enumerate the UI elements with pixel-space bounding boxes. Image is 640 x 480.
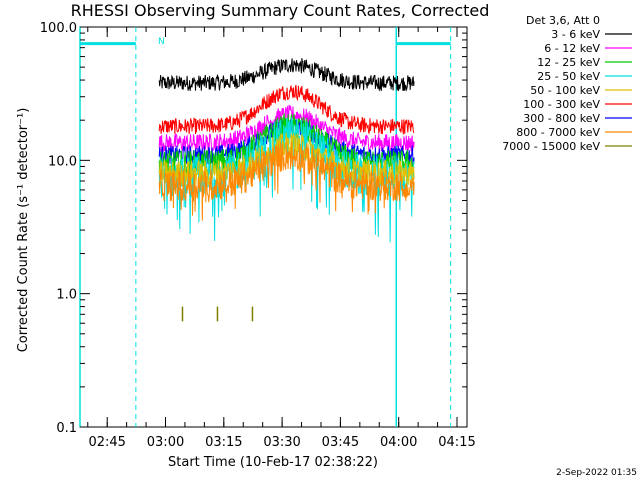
x-tick-label: 03:00	[147, 435, 184, 450]
y-tick-label: 1.0	[56, 288, 77, 303]
x-tick-label: 04:00	[380, 435, 417, 450]
legend-label: 300 - 800 keV	[523, 112, 600, 125]
x-tick-label: 03:45	[322, 435, 359, 450]
series-line	[158, 141, 415, 221]
y-axis-label: Corrected Count Rate (s⁻¹ detector⁻¹)	[16, 108, 31, 353]
y-axis: 0.1 1.0 10.0 100.0	[40, 21, 467, 436]
y-tick-label: 0.1	[56, 421, 77, 436]
timestamp: 2-Sep-2022 01:35	[556, 468, 637, 478]
series-line	[158, 84, 415, 135]
x-axis-label: Start Time (10-Feb-17 02:38:22)	[168, 455, 378, 470]
legend-label: 50 - 100 keV	[530, 84, 600, 97]
x-tick-label: 02:45	[88, 435, 125, 450]
series-line	[158, 58, 415, 92]
legend-header: Det 3,6, Att 0	[526, 14, 600, 27]
chart-title: RHESSI Observing Summary Count Rates, Co…	[71, 1, 490, 20]
x-tick-label: 03:30	[263, 435, 300, 450]
legend-label: 800 - 7000 keV	[516, 126, 600, 139]
plot-frame	[79, 26, 468, 428]
y-tick-label: 100.0	[40, 21, 77, 36]
x-tick-label: 04:15	[438, 435, 475, 450]
x-tick-label: 03:15	[205, 435, 242, 450]
legend-label: 6 - 12 keV	[544, 42, 600, 55]
series-line	[158, 104, 415, 153]
legend-label: 12 - 25 keV	[537, 56, 600, 69]
x-axis: 02:45 03:00 03:15 03:30 03:45 04:00 04:15	[87, 27, 476, 450]
legend-label: 3 - 6 keV	[551, 28, 600, 41]
legend-label: 7000 - 15000 keV	[502, 140, 600, 153]
marker-label: N	[158, 37, 165, 47]
y-tick-label: 10.0	[48, 154, 77, 169]
legend-label: 25 - 50 keV	[537, 70, 600, 83]
series-group	[158, 58, 415, 322]
cyan-markers	[79, 27, 452, 427]
legend-label: 100 - 300 keV	[523, 98, 600, 111]
